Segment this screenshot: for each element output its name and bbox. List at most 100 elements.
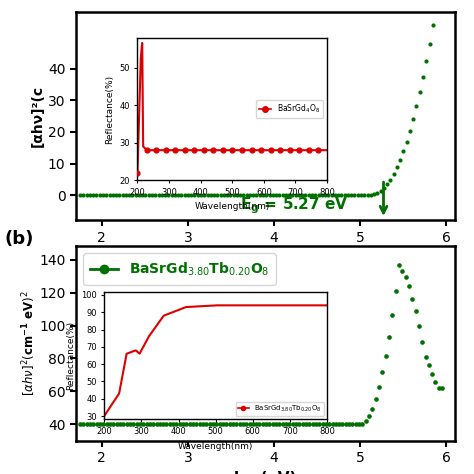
Point	[336, 420, 343, 428]
Point	[249, 420, 256, 428]
Y-axis label: Reflectance(%): Reflectance(%)	[105, 74, 114, 144]
Point	[432, 378, 439, 386]
Point	[266, 191, 273, 199]
Legend: BaSrGd$_{3.80}$Tb$_{0.20}$O$_8$: BaSrGd$_{3.80}$Tb$_{0.20}$O$_8$	[236, 401, 324, 416]
Point	[179, 420, 187, 428]
Point	[406, 127, 414, 135]
Point	[172, 146, 179, 154]
Point	[207, 191, 215, 199]
Point	[242, 420, 250, 428]
Point	[272, 420, 280, 428]
Text: (b): (b)	[5, 230, 34, 248]
Point	[187, 191, 195, 199]
Point	[233, 191, 241, 199]
Point	[249, 191, 257, 199]
Point	[229, 420, 237, 428]
Point	[113, 420, 120, 428]
X-axis label: hν (eV): hν (eV)	[234, 250, 297, 265]
Point	[109, 420, 117, 428]
Point	[220, 191, 228, 199]
Point	[168, 191, 175, 199]
Point	[352, 420, 360, 428]
Point	[155, 191, 162, 199]
Point	[181, 146, 189, 154]
Point	[109, 191, 117, 199]
Point	[76, 191, 84, 199]
Point	[282, 191, 290, 199]
Point	[80, 191, 87, 199]
Point	[129, 420, 137, 428]
Point	[246, 420, 253, 428]
Point	[319, 420, 327, 428]
Point	[202, 420, 210, 428]
Point	[191, 146, 198, 154]
Point	[395, 262, 403, 269]
Point	[229, 146, 237, 154]
Point	[399, 267, 406, 274]
Point	[312, 420, 320, 428]
Point	[96, 420, 104, 428]
Point	[309, 420, 316, 428]
Point	[383, 181, 391, 188]
Point	[252, 420, 260, 428]
Point	[302, 420, 310, 428]
Point	[289, 191, 296, 199]
Point	[292, 420, 300, 428]
Point	[169, 420, 177, 428]
Point	[359, 420, 366, 428]
Point	[337, 191, 345, 199]
Point	[305, 146, 312, 154]
Point	[403, 138, 410, 146]
Point	[329, 420, 337, 428]
Point	[347, 191, 355, 199]
Point	[194, 191, 201, 199]
Point	[119, 191, 127, 199]
Point	[410, 115, 417, 123]
Point	[197, 191, 205, 199]
Point	[146, 420, 154, 428]
Point	[362, 417, 370, 425]
Point	[163, 420, 170, 428]
Point	[269, 191, 277, 199]
Point	[213, 191, 221, 199]
Point	[419, 338, 426, 346]
Point	[387, 176, 394, 183]
Point	[192, 420, 200, 428]
Point	[318, 191, 326, 199]
Point	[392, 288, 400, 295]
Point	[248, 146, 255, 154]
Point	[321, 191, 329, 199]
Point	[153, 146, 160, 154]
Point	[184, 191, 191, 199]
Point	[295, 146, 303, 154]
Point	[191, 191, 198, 199]
Point	[206, 420, 213, 428]
Point	[393, 164, 401, 171]
Point	[275, 191, 283, 199]
Point	[173, 420, 180, 428]
Point	[342, 420, 350, 428]
Point	[425, 362, 433, 369]
Point	[286, 146, 293, 154]
Point	[149, 420, 157, 428]
Point	[174, 191, 182, 199]
Point	[351, 191, 358, 199]
Point	[365, 412, 373, 420]
Point	[196, 420, 203, 428]
Point	[315, 191, 322, 199]
Point	[186, 420, 193, 428]
Point	[292, 191, 300, 199]
Point	[90, 191, 97, 199]
Text: $\mathbf{E_g}$ = 5.27 eV: $\mathbf{E_g}$ = 5.27 eV	[239, 195, 348, 216]
Point	[360, 191, 368, 199]
Point	[267, 146, 274, 154]
Point	[201, 191, 208, 199]
Point	[432, 2, 440, 9]
Point	[200, 146, 208, 154]
Point	[279, 191, 286, 199]
Point	[416, 89, 424, 96]
Point	[161, 191, 169, 199]
Point	[243, 191, 250, 199]
Point	[142, 191, 149, 199]
Point	[76, 420, 84, 428]
